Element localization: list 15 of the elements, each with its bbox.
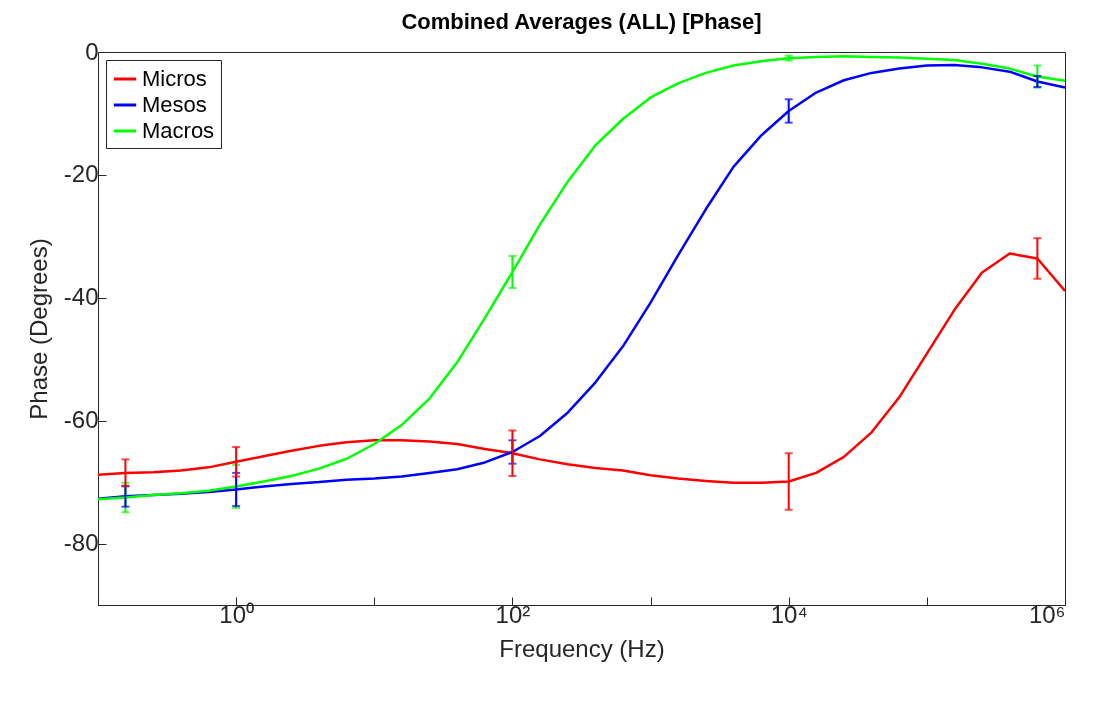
- legend-label: Mesos: [142, 92, 207, 117]
- y-tick-label: -40: [63, 283, 99, 311]
- y-tick-label: 0: [85, 37, 99, 65]
- y-tick-label: -60: [63, 406, 99, 434]
- y-axis-title: Phase (Degrees): [24, 238, 52, 420]
- x-axis-title: Frequency (Hz): [499, 634, 665, 662]
- y-tick-label: -20: [63, 160, 99, 188]
- legend-label: Micros: [142, 66, 207, 91]
- legend-label: Macros: [142, 118, 215, 143]
- x-tick-label: 10⁶: [1028, 600, 1066, 628]
- x-tick-label: 10²: [495, 600, 531, 628]
- x-tick-label: 10⁴: [770, 600, 808, 628]
- chart-title: Combined Averages (ALL) [Phase]: [401, 9, 762, 34]
- y-tick-label: -80: [63, 529, 99, 557]
- x-tick-label: 10⁰: [219, 600, 254, 628]
